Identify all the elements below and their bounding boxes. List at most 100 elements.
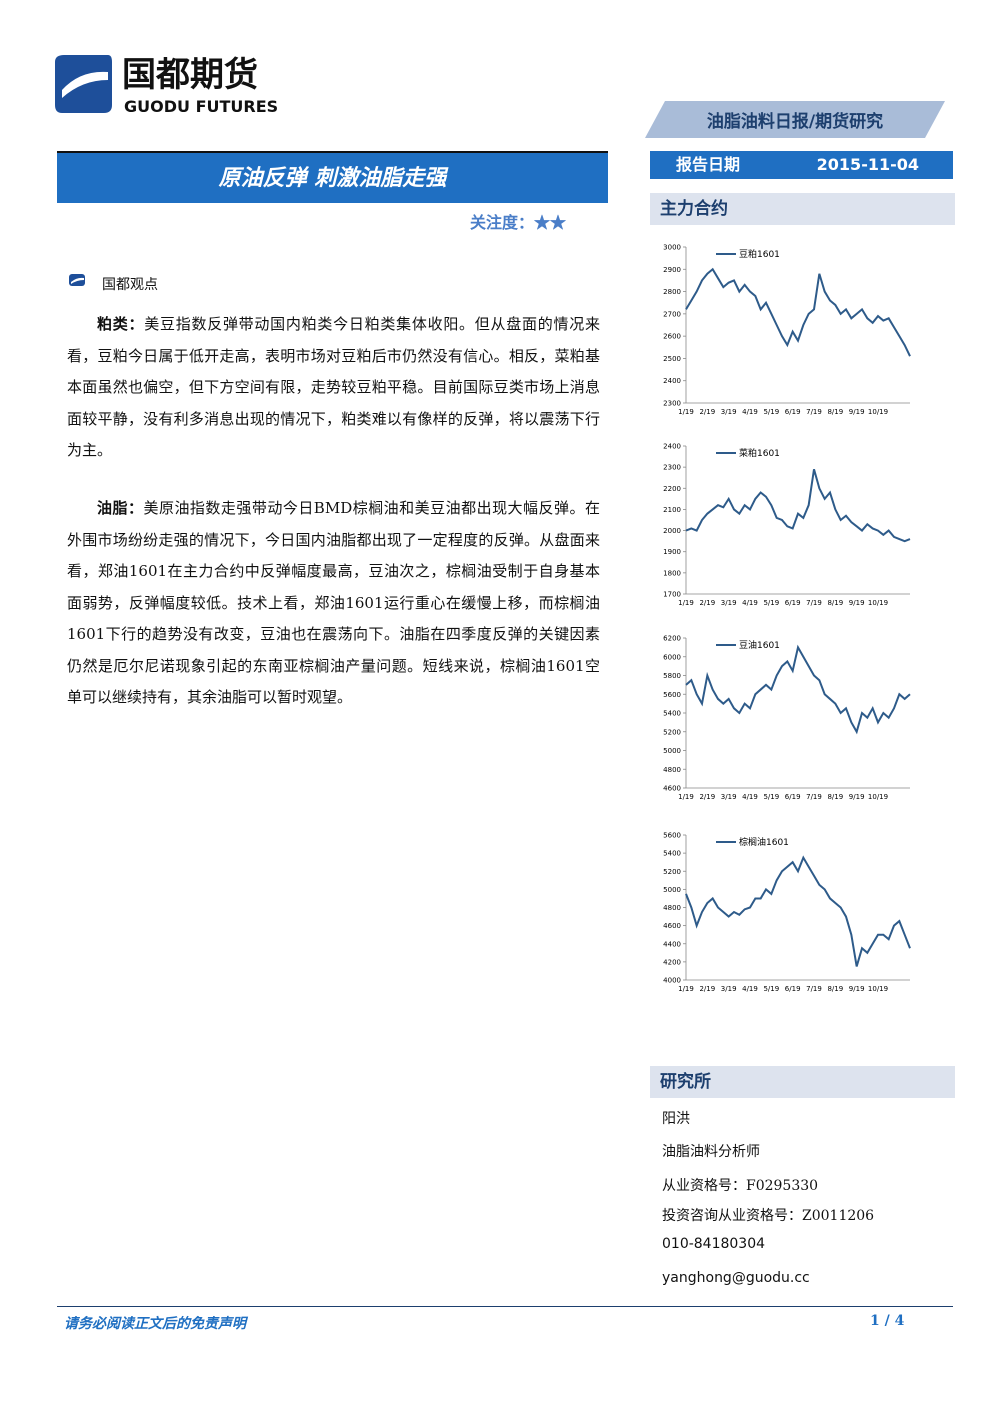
- legend-label: 豆粕1601: [739, 248, 780, 260]
- y-tick-label: 5800: [663, 672, 681, 680]
- category-banner: 油脂油料日报/期货研究: [645, 101, 945, 138]
- y-tick-label: 5000: [663, 747, 681, 755]
- sidebar-heading: 主力合约: [650, 193, 955, 225]
- x-tick-label: 4/19: [742, 985, 758, 993]
- page-number: 1 / 4: [870, 1313, 905, 1329]
- footer-rule: [57, 1306, 953, 1307]
- y-tick-label: 2200: [663, 485, 681, 493]
- paragraph-text: 美豆指数反弹带动国内粕类今日粕类集体收阳。但从盘面的情况来看，豆粕今日属于低开走…: [67, 315, 600, 459]
- line: [685, 855, 911, 967]
- y-tick-label: 6000: [663, 653, 681, 661]
- logo-cn: 国都期货: [122, 55, 258, 95]
- y-tick-label: 3000: [663, 244, 681, 252]
- y-tick-label: 5200: [663, 728, 681, 736]
- report-date: 2015-11-04: [816, 155, 919, 174]
- legend-label: 豆油1601: [739, 639, 780, 651]
- x-tick-label: 3/19: [721, 599, 737, 607]
- x-tick-label: 7/19: [806, 408, 822, 416]
- x-tick-label: 2/19: [699, 793, 715, 801]
- category: 油脂油料日报/期货研究: [707, 111, 883, 132]
- x-tick-label: 9/19: [849, 985, 865, 993]
- legend-label: 菜粕1601: [739, 447, 780, 459]
- x-tick-label: 2/19: [699, 985, 715, 993]
- x-tick-label: 8/19: [827, 599, 843, 607]
- charts: 2300 2400 2500 2600 2700 2800 2900 3000 1/19 2/19…: [663, 244, 911, 993]
- x-tick-label: 5/19: [763, 793, 779, 801]
- logo: 国都期货 GUODU FUTURES: [55, 55, 278, 116]
- x-tick-label: 2/19: [699, 408, 715, 416]
- research-heading: 研究所: [650, 1066, 955, 1098]
- y-tick-label: 1700: [663, 591, 681, 599]
- line: [685, 644, 911, 735]
- x-tick-label: 5/19: [763, 599, 779, 607]
- x-tick-label: 6/19: [785, 408, 801, 416]
- x-tick-label: 1/19: [678, 599, 694, 607]
- report-date-bar: 报告日期 2015-11-04: [650, 151, 953, 179]
- y-tick-label: 2100: [663, 506, 681, 514]
- legend-label: 棕榈油1601: [739, 836, 789, 848]
- y-tick-label: 4600: [663, 785, 681, 793]
- y-tick-label: 5400: [663, 710, 681, 718]
- attention-stars: ★★: [534, 213, 567, 232]
- logo-en: GUODU FUTURES: [124, 97, 278, 116]
- x-tick-label: 8/19: [827, 985, 843, 993]
- y-tick-label: 4800: [663, 904, 681, 912]
- y-tick-label: 5200: [663, 868, 681, 876]
- x-tick-label: 3/19: [721, 985, 737, 993]
- y-tick-label: 4400: [663, 940, 681, 948]
- y-tick-label: 6200: [663, 635, 681, 643]
- y-tick-label: 2300: [663, 464, 681, 472]
- paragraph-lead: 粕类：: [97, 315, 145, 333]
- y-tick-label: 4200: [663, 958, 681, 966]
- line: [685, 267, 911, 357]
- y-tick-label: 2700: [663, 310, 681, 318]
- x-tick-label: 7/19: [806, 599, 822, 607]
- x-tick-label: 10/19: [868, 985, 888, 993]
- x-tick-label: 6/19: [785, 599, 801, 607]
- y-tick-label: 1800: [663, 569, 681, 577]
- title: 原油反弹 刺激油脂走强: [57, 151, 608, 203]
- x-tick-label: 5/19: [763, 408, 779, 416]
- x-tick-label: 6/19: [785, 793, 801, 801]
- y-tick-label: 1900: [663, 548, 681, 556]
- y-tick-label: 4600: [663, 922, 681, 930]
- paragraph: 粕类：美豆指数反弹带动国内粕类今日粕类集体收阳。但从盘面的情况来看，豆粕今日属于…: [67, 309, 600, 467]
- x-tick-label: 1/19: [678, 985, 694, 993]
- x-tick-label: 10/19: [868, 599, 888, 607]
- x-tick-label: 10/19: [868, 793, 888, 801]
- x-tick-label: 2/19: [699, 599, 715, 607]
- section-icon: [69, 274, 85, 286]
- y-tick-label: 2400: [663, 443, 681, 451]
- y-tick-label: 5600: [663, 691, 681, 699]
- x-tick-label: 4/19: [742, 599, 758, 607]
- attention-label: 关注度：: [470, 213, 535, 232]
- x-tick-label: 9/19: [849, 599, 865, 607]
- research-line: 从业资格号：F0295330: [662, 1178, 819, 1194]
- y-tick-label: 2900: [663, 266, 681, 274]
- x-tick-label: 10/19: [868, 408, 888, 416]
- research-line: 油脂油料分析师: [662, 1144, 760, 1160]
- y-tick-label: 5400: [663, 850, 681, 858]
- y-tick-label: 5000: [663, 886, 681, 894]
- x-tick-label: 7/19: [806, 793, 822, 801]
- research-line: yanghong@guodu.cc: [662, 1270, 810, 1286]
- y-tick-label: 2500: [663, 355, 681, 363]
- paragraph-text: 美原油指数走强带动今日BMD棕榈油和美豆油都出现大幅反弹。在外围市场纷纷走强的情…: [67, 499, 600, 706]
- x-tick-label: 4/19: [742, 408, 758, 416]
- disclaimer: 请务必阅读正文后的免责声明: [64, 1316, 246, 1332]
- x-tick-label: 9/19: [849, 408, 865, 416]
- y-tick-label: 2000: [663, 527, 681, 535]
- research-line: 阳洪: [662, 1111, 690, 1127]
- y-tick-label: 4000: [663, 977, 681, 985]
- y-tick-label: 2600: [663, 333, 681, 341]
- x-tick-label: 3/19: [721, 408, 737, 416]
- y-tick-label: 2400: [663, 377, 681, 385]
- x-tick-label: 5/19: [763, 985, 779, 993]
- section-heading: 国都观点: [102, 277, 158, 293]
- y-tick-label: 2800: [663, 288, 681, 296]
- attention: 关注度：★★: [470, 209, 566, 233]
- x-tick-label: 8/19: [827, 408, 843, 416]
- x-tick-label: 8/19: [827, 793, 843, 801]
- x-tick-label: 3/19: [721, 793, 737, 801]
